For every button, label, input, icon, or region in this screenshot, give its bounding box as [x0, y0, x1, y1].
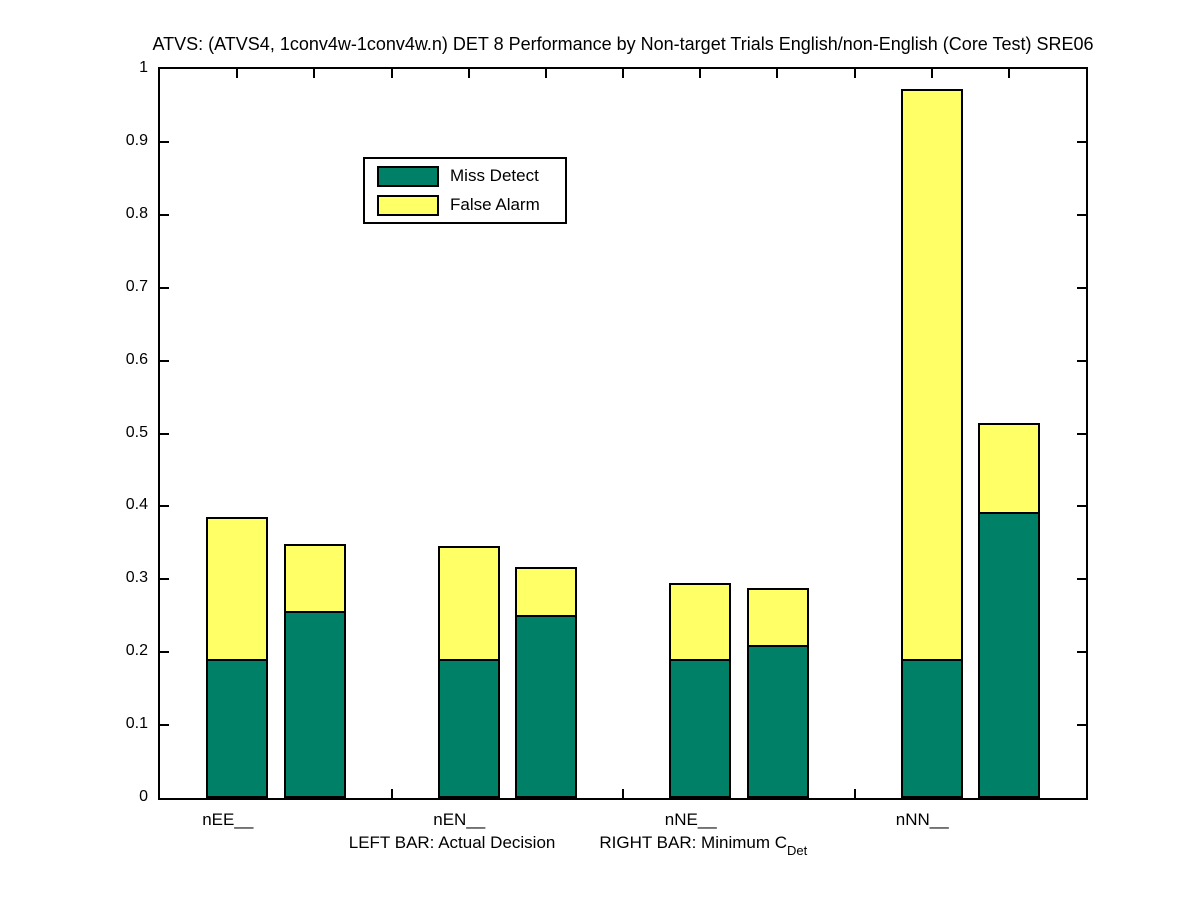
x-category-label: nNN__	[895, 810, 949, 829]
y-tick-right	[1077, 432, 1086, 435]
legend: Miss Detect False Alarm	[363, 157, 567, 224]
legend-label-miss-detect: Miss Detect	[450, 166, 539, 185]
y-tick-label: 0.6	[125, 350, 148, 368]
x-tick-top	[236, 69, 239, 78]
chart-title: ATVS: (ATVS4, 1conv4w-1conv4w.n) DET 8 P…	[152, 34, 1094, 54]
x-tick-top	[1007, 69, 1010, 78]
y-tick-left	[160, 213, 169, 216]
x-tick-bottom	[853, 789, 856, 798]
y-tick-right	[1077, 213, 1086, 216]
x-axis-label-left: LEFT BAR: Actual Decision	[348, 833, 556, 852]
bar-actual-decision-nNE	[669, 583, 731, 798]
y-tick-right	[1077, 651, 1086, 654]
x-tick-top	[390, 69, 393, 78]
bar-minimum-cdet-nNN	[978, 423, 1040, 798]
y-tick-label: 0.7	[125, 277, 148, 295]
y-tick-right	[1077, 578, 1086, 581]
y-tick-left	[160, 359, 169, 362]
legend-item-false-alarm: False Alarm	[377, 194, 565, 216]
bar-actual-decision-nNN	[900, 89, 963, 798]
legend-label-false-alarm: False Alarm	[450, 195, 540, 214]
y-tick-label: 0.2	[125, 642, 148, 660]
x-axis-label-right: RIGHT BAR: Minimum C	[599, 833, 788, 852]
miss-detect-segment	[980, 512, 1038, 796]
x-tick-top	[467, 69, 470, 78]
x-category-label: nNE__	[664, 810, 717, 829]
y-tick-right	[1077, 140, 1086, 143]
y-tick-left	[160, 286, 169, 289]
y-tick-label: 0.9	[125, 131, 148, 149]
x-tick-top	[699, 69, 702, 78]
bar-minimum-cdet-nNE	[746, 588, 809, 798]
plot-area: Miss Detect False Alarm	[158, 67, 1088, 800]
miss-detect-segment	[208, 659, 266, 796]
y-tick-left	[160, 724, 169, 727]
x-axis-label-subscript: Det	[787, 843, 808, 859]
bar-actual-decision-nEE	[206, 517, 268, 798]
bar-minimum-cdet-nEN	[515, 567, 577, 798]
y-tick-right	[1077, 724, 1086, 727]
false-alarm-swatch	[377, 194, 439, 216]
x-tick-top	[544, 69, 547, 78]
miss-detect-segment	[517, 615, 575, 796]
y-tick-left	[160, 578, 169, 581]
x-tick-top	[930, 69, 933, 78]
y-tick-left	[160, 140, 169, 143]
y-tick-label: 0.3	[125, 569, 148, 587]
bar-minimum-cdet-nEE	[283, 544, 346, 798]
y-tick-label: 0.8	[125, 204, 148, 222]
y-tick-left	[160, 651, 169, 654]
x-category-label: nEN__	[433, 810, 486, 829]
legend-item-miss-detect: Miss Detect	[377, 165, 565, 187]
x-tick-bottom	[622, 789, 624, 798]
y-tick-right	[1077, 286, 1086, 289]
y-tick-label: 0.5	[125, 423, 148, 441]
miss-detect-segment	[902, 659, 961, 796]
miss-detect-segment	[671, 659, 729, 796]
x-tick-bottom	[390, 789, 393, 798]
x-tick-top	[776, 69, 779, 78]
bar-actual-decision-nEN	[437, 546, 500, 798]
miss-detect-swatch	[377, 165, 439, 187]
miss-detect-segment	[748, 645, 807, 796]
x-tick-top	[622, 69, 624, 78]
x-category-label: nEE__	[202, 810, 254, 829]
x-tick-top	[313, 69, 316, 78]
y-tick-label: 1	[139, 59, 148, 76]
y-tick-left	[160, 505, 169, 508]
y-tick-right	[1077, 505, 1086, 508]
x-axis-label: LEFT BAR: Actual Decision RIGHT BAR: Mini…	[348, 833, 808, 859]
x-tick-top	[853, 69, 856, 78]
y-tick-right	[1077, 359, 1086, 362]
y-tick-label: 0	[139, 788, 148, 805]
y-tick-label: 0.1	[125, 715, 148, 733]
y-tick-label: 0.4	[125, 496, 148, 514]
miss-detect-segment	[439, 659, 498, 796]
y-tick-left	[160, 432, 169, 435]
miss-detect-segment	[285, 611, 344, 796]
